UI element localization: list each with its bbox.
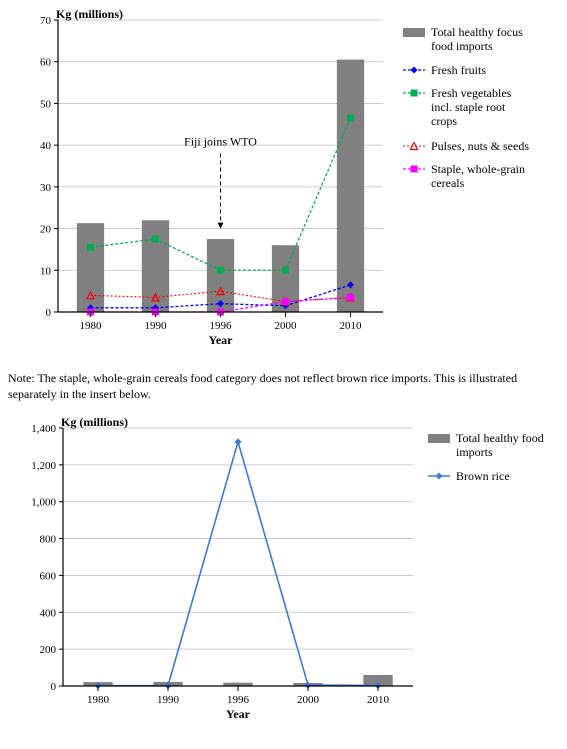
svg-text:Year: Year xyxy=(209,333,234,347)
svg-text:600: 600 xyxy=(40,571,57,583)
svg-text:1980: 1980 xyxy=(80,320,103,332)
svg-text:1990: 1990 xyxy=(157,694,180,706)
svg-text:Kg (millions): Kg (millions) xyxy=(61,416,128,429)
svg-text:0: 0 xyxy=(51,681,57,693)
chart-brown-rice: 0 200 400 600 800 1,000 1,200 1,400 Kg (millions… xyxy=(8,416,559,721)
note-text: Note: The staple, whole-grain cereals fo… xyxy=(8,370,559,402)
svg-text:200: 200 xyxy=(40,645,57,657)
svg-text:0: 0 xyxy=(46,307,52,319)
svg-text:2000: 2000 xyxy=(275,320,298,332)
svg-text:2000: 2000 xyxy=(297,694,320,706)
chart-healthy-focus: 0 10 20 30 40 50 60 70 Kg (millions) 1980 1990 1996… xyxy=(8,8,559,358)
svg-text:1980: 1980 xyxy=(87,694,110,706)
svg-text:2010: 2010 xyxy=(367,694,390,706)
svg-text:800: 800 xyxy=(40,534,57,546)
svg-text:Fiji joins WTO: Fiji joins WTO xyxy=(184,134,257,148)
svg-text:1,000: 1,000 xyxy=(31,497,56,509)
svg-text:40: 40 xyxy=(40,140,52,152)
svg-text:Staple, whole-grain: Staple, whole-grain xyxy=(431,162,525,176)
svg-text:Total healthy food: Total healthy food xyxy=(456,431,544,445)
svg-text:Year: Year xyxy=(226,707,251,721)
svg-text:Pulses, nuts & seeds: Pulses, nuts & seeds xyxy=(431,139,529,153)
svg-text:400: 400 xyxy=(40,608,57,620)
chart1-svg: 0 10 20 30 40 50 60 70 Kg (millions) 1980 1990 1996… xyxy=(8,8,559,358)
chart2-svg: 0 200 400 600 800 1,000 1,200 1,400 Kg (millions… xyxy=(8,416,559,721)
svg-text:50: 50 xyxy=(40,98,52,110)
svg-text:10: 10 xyxy=(40,265,52,277)
svg-text:20: 20 xyxy=(40,224,52,236)
svg-text:30: 30 xyxy=(40,182,52,194)
svg-text:cereals: cereals xyxy=(431,176,465,190)
svg-text:1,400: 1,400 xyxy=(31,423,56,435)
svg-text:Kg (millions): Kg (millions) xyxy=(56,8,123,21)
svg-text:food imports: food imports xyxy=(431,39,493,53)
svg-text:Fresh vegetables: Fresh vegetables xyxy=(431,86,512,100)
svg-text:1996: 1996 xyxy=(210,320,233,332)
svg-text:1,200: 1,200 xyxy=(31,460,56,472)
svg-text:60: 60 xyxy=(40,57,52,69)
svg-text:1990: 1990 xyxy=(145,320,168,332)
svg-text:incl. staple root: incl. staple root xyxy=(431,100,506,114)
svg-text:Brown rice: Brown rice xyxy=(456,469,510,483)
svg-text:crops: crops xyxy=(431,114,457,128)
svg-text:Total healthy focus: Total healthy focus xyxy=(431,25,523,39)
svg-text:imports: imports xyxy=(456,445,493,459)
svg-text:Fresh fruits: Fresh fruits xyxy=(431,63,486,77)
svg-text:70: 70 xyxy=(40,15,52,27)
svg-text:1996: 1996 xyxy=(227,694,250,706)
svg-text:2010: 2010 xyxy=(340,320,363,332)
